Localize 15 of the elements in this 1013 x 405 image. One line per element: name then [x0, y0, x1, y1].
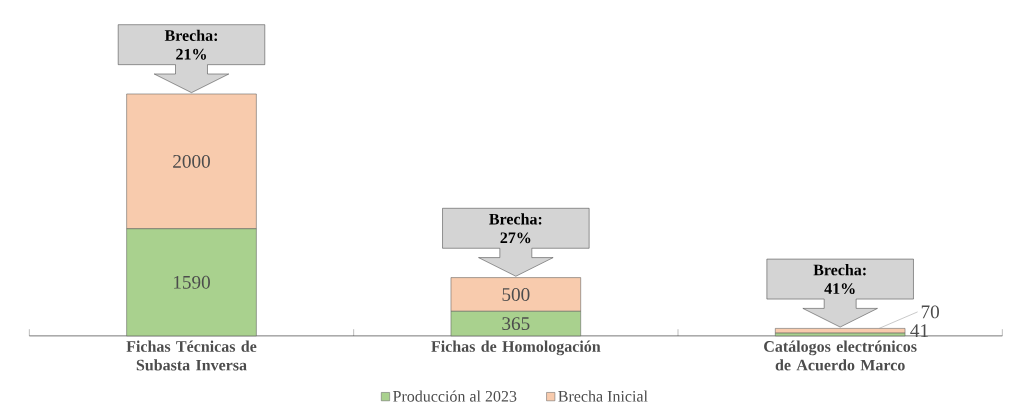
data-label: 2000 [173, 154, 210, 168]
bar [775, 332, 906, 337]
x-tick-label: Fichas Técnicas de Subasta Inversa [126, 340, 257, 371]
legend-label: Producción al 2023 [393, 390, 517, 402]
x-tick-label: Fichas de Homologación [431, 340, 601, 356]
legend-label: Brecha Inicial [558, 390, 648, 402]
data-label: 365 [502, 317, 530, 330]
data-label: 1590 [174, 275, 210, 289]
annotation: Brecha: 41% [813, 264, 866, 294]
x-tick-label: Catálogos electrónicos de Acuerdo Marco [764, 340, 917, 371]
annotation: Brecha: 27% [489, 213, 542, 244]
data-label: 500 [502, 287, 530, 301]
data-label: 41 [910, 324, 928, 337]
text: Brecha: 21% [164, 29, 218, 60]
data-label: 70 [921, 305, 939, 319]
